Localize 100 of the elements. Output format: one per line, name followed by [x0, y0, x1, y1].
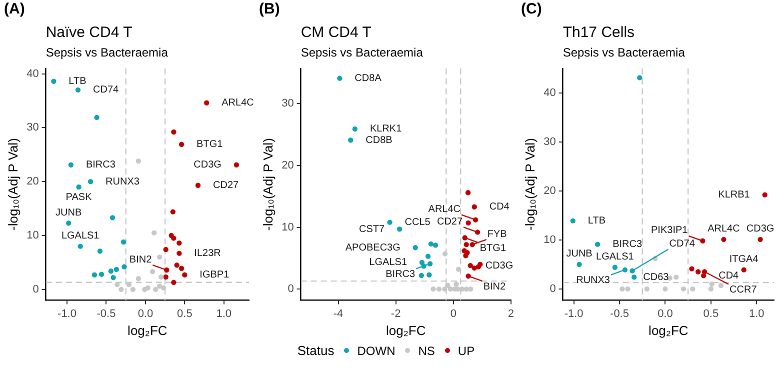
point	[465, 190, 471, 196]
point	[442, 251, 448, 256]
annotation: CD3G	[485, 260, 514, 272]
point	[466, 220, 471, 226]
point	[94, 114, 100, 120]
y-tick-label: 40	[544, 86, 556, 99]
point	[576, 262, 582, 268]
annotation: BIRC3	[612, 239, 642, 250]
annotation: JUNB	[56, 207, 82, 218]
point	[468, 262, 473, 268]
y-tick-label: 0	[288, 283, 294, 296]
point	[171, 236, 176, 241]
y-tick-label: 30	[282, 98, 294, 110]
point	[153, 286, 158, 292]
x-tick-label: 0	[450, 308, 456, 320]
x-tick-label: 0.0	[658, 308, 673, 320]
annotation: BTG1	[196, 139, 224, 150]
annotation: LGALS1	[596, 252, 634, 263]
chart-title: Th17 Cells	[562, 24, 635, 42]
y-tick-label: 20	[282, 159, 294, 172]
annotation: PIK3IP1	[651, 225, 688, 236]
point	[472, 204, 477, 210]
x-tick-label: 0.5	[177, 308, 192, 320]
point	[674, 274, 679, 280]
point	[171, 129, 176, 135]
annotation: LTB	[588, 216, 606, 227]
point	[696, 269, 701, 274]
point	[721, 236, 726, 242]
annotation: CCR7	[730, 284, 758, 296]
point	[454, 282, 459, 287]
point	[689, 266, 694, 272]
annotation: CD4	[489, 202, 510, 213]
point	[426, 272, 432, 278]
point	[456, 266, 462, 272]
point	[78, 244, 83, 249]
legend-label: NS	[418, 344, 435, 358]
point	[445, 282, 450, 288]
point	[110, 274, 116, 280]
chart-subtitle: Sepsis vs Bacteraemia	[46, 46, 168, 60]
point	[66, 220, 72, 226]
annotation: CD3G	[746, 224, 774, 235]
point	[195, 182, 201, 188]
point	[632, 274, 637, 280]
point	[171, 280, 176, 286]
y-tick-label: 30	[544, 136, 556, 148]
point	[348, 138, 354, 143]
point	[644, 286, 650, 292]
point	[98, 272, 104, 277]
point	[158, 274, 164, 280]
point	[122, 264, 127, 270]
point	[662, 286, 668, 292]
y-tick-label: 10	[282, 221, 294, 234]
chart-title: CM CD4 T	[300, 24, 372, 42]
x-axis-title: log₂FC	[386, 322, 426, 338]
point	[176, 240, 182, 246]
annotation: KLRK1	[370, 124, 402, 135]
point	[612, 264, 618, 270]
point	[178, 266, 184, 271]
point	[76, 184, 82, 190]
point	[204, 100, 210, 106]
point	[114, 266, 120, 272]
point	[463, 253, 468, 258]
annotation: FYB	[487, 228, 508, 240]
point	[120, 239, 126, 245]
annotation: CD27	[436, 216, 463, 228]
point	[718, 282, 724, 288]
annotation: ARL4C	[222, 98, 254, 109]
point	[442, 286, 448, 292]
point	[432, 242, 438, 248]
point	[182, 272, 188, 278]
annotation: ARL4C	[708, 224, 740, 235]
point	[425, 254, 431, 259]
point	[170, 209, 176, 214]
annotation: CD8A	[354, 73, 382, 84]
annotation: BIN2	[483, 281, 506, 292]
annotation: CD63	[643, 272, 670, 283]
point	[709, 281, 714, 287]
point	[97, 248, 103, 254]
point	[337, 76, 342, 81]
text: (B)	[259, 0, 280, 18]
point	[570, 218, 576, 224]
point	[178, 142, 184, 148]
annotation: BIN2	[129, 254, 152, 266]
point	[387, 220, 392, 225]
y-tick-label: 30	[26, 122, 39, 134]
point	[741, 267, 746, 272]
point	[174, 262, 180, 268]
point	[108, 268, 114, 274]
annotation: CD74	[669, 238, 696, 250]
point	[620, 286, 625, 292]
point	[762, 192, 768, 198]
x-tick-label: -0.5	[610, 308, 629, 320]
y-axis-title: -log₁₀(Adj P Val)	[5, 138, 20, 230]
chart-subtitle: Sepsis vs Bacteraemia	[562, 46, 686, 60]
point	[758, 236, 763, 242]
x-tick-label: 0.5	[703, 308, 719, 320]
point	[637, 75, 642, 80]
x-tick-label: 1.0	[216, 308, 232, 320]
annotation: LTB	[68, 76, 87, 88]
y-tick-label: 40	[26, 68, 39, 80]
